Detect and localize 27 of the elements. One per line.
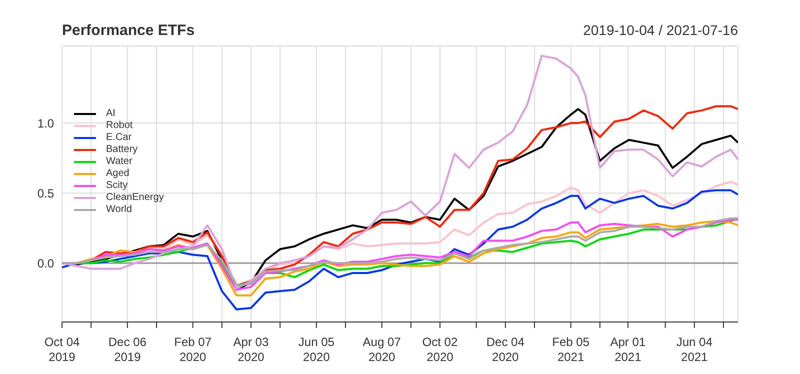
x-tick-label: Dec 06 2019	[108, 335, 147, 364]
legend-label: World	[106, 204, 132, 216]
y-tick-label: 0.0	[37, 256, 54, 270]
chart-subtitle: 2019-10-04 / 2021-07-16	[583, 22, 738, 38]
legend-label: Aged	[106, 168, 130, 180]
legend-label: Water	[106, 156, 132, 168]
legend-label: Scity	[106, 180, 128, 192]
legend-label: AI	[106, 108, 116, 120]
line-series	[62, 189, 738, 310]
chart-title: Performance ETFs	[62, 22, 195, 39]
y-tick-label: 1.0	[37, 116, 54, 130]
x-tick-label: Feb 07 2020	[174, 335, 212, 364]
x-tick-label: Oct 04 2019	[44, 335, 80, 364]
x-tick-label: Aug 07 2020	[362, 335, 402, 364]
legend-label: Robot	[106, 120, 133, 132]
x-tick-label: Apr 03 2020	[233, 335, 269, 364]
legend-label: CleanEnergy	[106, 192, 164, 204]
x-tick-label: Jun 05 2020	[298, 335, 335, 364]
x-tick-label: Dec 04 2020	[486, 335, 525, 364]
x-tick-label: Oct 02 2020	[422, 335, 458, 364]
legend-label: E.Car	[106, 132, 132, 144]
x-tick-label: Apr 01 2021	[610, 335, 646, 364]
x-tick-label: Feb 05 2021	[552, 335, 590, 364]
line-series	[62, 54, 738, 290]
y-tick-label: 0.5	[37, 186, 54, 200]
x-tick-label: Jun 04 2021	[676, 335, 713, 364]
legend-label: Battery	[106, 144, 138, 156]
